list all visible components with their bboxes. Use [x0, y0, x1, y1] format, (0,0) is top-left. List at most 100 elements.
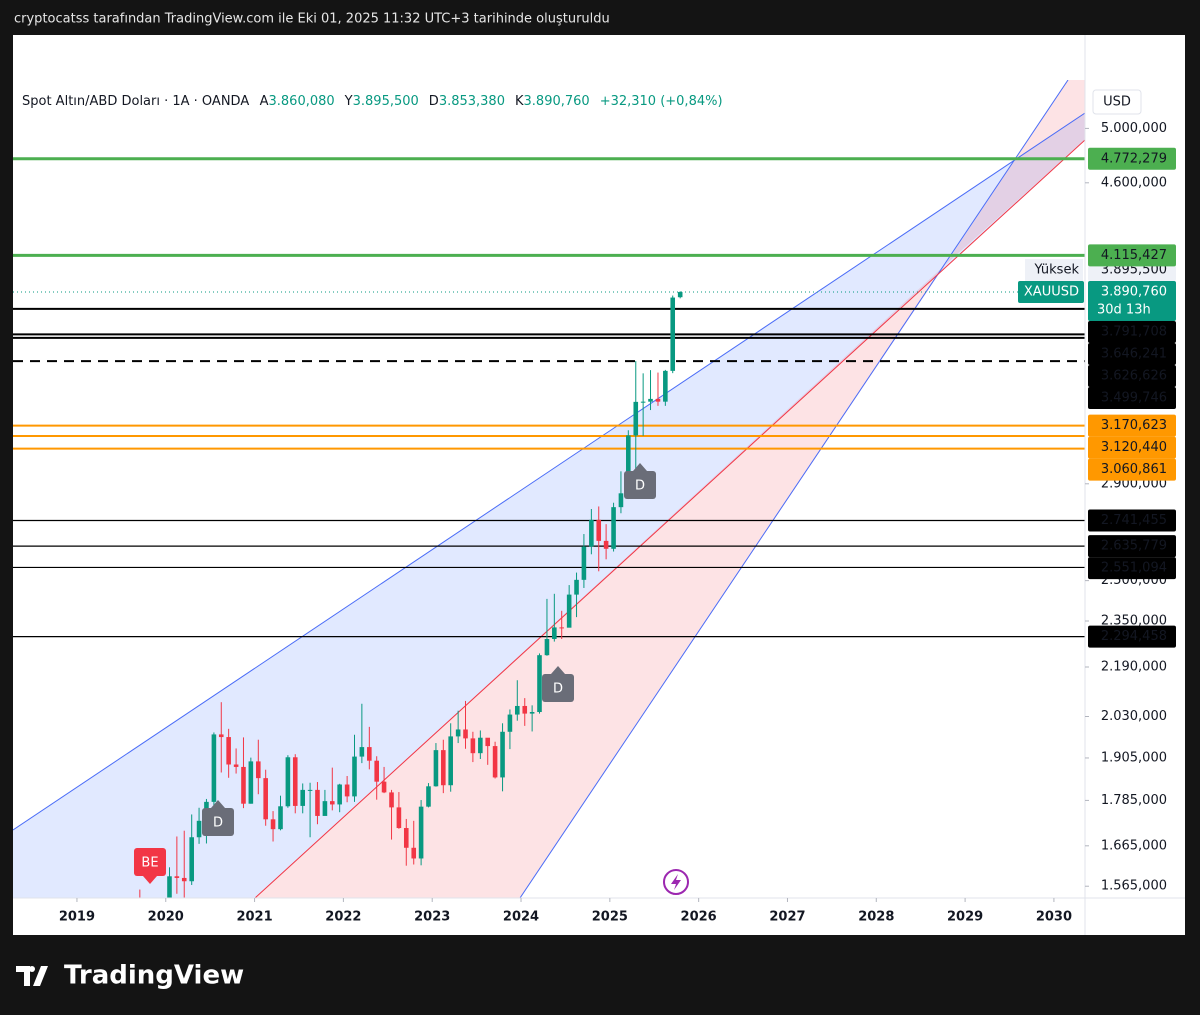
candle-body — [618, 493, 624, 508]
candle-body — [167, 876, 172, 898]
candle-body — [574, 579, 579, 595]
price-line-label-box — [1088, 625, 1176, 648]
candle-body — [256, 761, 261, 779]
candle-body — [640, 401, 646, 403]
candle-body — [514, 705, 520, 715]
candle-body — [537, 655, 542, 713]
candle-body — [566, 594, 572, 628]
price-line-label: 2.294,458 — [1101, 629, 1167, 644]
legend-text: 3.895,500 — [353, 94, 419, 109]
y-tick-label: 5.000,000 — [1101, 121, 1167, 136]
price-line-label: 4.115,427 — [1101, 248, 1167, 263]
candle-body — [359, 747, 365, 757]
price-line-label-box — [1088, 509, 1176, 532]
candle-body — [403, 828, 409, 848]
price-line-label: 3.120,440 — [1101, 440, 1167, 455]
price-line-label-box — [1088, 387, 1176, 410]
candle-body — [663, 370, 668, 402]
high-tag: Yüksek — [1033, 263, 1079, 278]
candle-body — [492, 746, 498, 778]
candle-body — [174, 876, 180, 878]
candle-body — [278, 806, 283, 830]
candle-body — [381, 781, 387, 793]
price-line-label: 2.741,455 — [1101, 513, 1167, 528]
channel-fill — [945, 80, 1085, 265]
price-line-label-box — [1088, 365, 1176, 388]
price-line-label: 3.060,861 — [1101, 462, 1167, 477]
y-tick-label: 1.905,000 — [1101, 750, 1167, 765]
candle-body — [485, 737, 491, 747]
candle-body — [470, 738, 476, 754]
candle-body — [352, 756, 357, 797]
price-line-label-box — [1088, 557, 1176, 580]
x-tick-label: 2020 — [148, 910, 184, 925]
price-line-label-box — [1088, 321, 1176, 344]
candle-body — [507, 714, 513, 732]
candle-body — [300, 789, 306, 806]
candle-body — [233, 764, 239, 767]
x-tick-label: 2027 — [769, 910, 805, 925]
candle-body — [322, 801, 328, 816]
candle-body — [344, 784, 350, 797]
x-tick-label: 2023 — [414, 910, 450, 925]
event-label: BE — [141, 856, 158, 871]
event-pointer — [143, 876, 157, 884]
price-line-label: 4.772,279 — [1101, 151, 1167, 166]
price-line-label-box — [1088, 244, 1176, 267]
price-line-label: 3.646,241 — [1101, 347, 1167, 362]
header: cryptocatss tarafından TradingView.com i… — [14, 12, 610, 27]
symbol-tag: XAUUSD — [1024, 285, 1079, 300]
legend-text: Spot Altın/ABD Doları · 1A · OANDA — [22, 94, 250, 109]
candle-body — [500, 731, 505, 778]
y-tick-label: 1.565,000 — [1101, 879, 1167, 894]
event-pointer — [551, 666, 565, 674]
x-tick-label: 2019 — [59, 910, 95, 925]
chart-panel — [13, 35, 1185, 935]
last-price-box — [1088, 281, 1176, 322]
event-label: D — [553, 682, 563, 697]
news-icon-bolt — [671, 874, 681, 890]
event-label: D — [635, 479, 645, 494]
candle-body — [670, 297, 676, 371]
trend-line — [254, 139, 1085, 898]
candle-body — [581, 546, 587, 580]
candle-body — [463, 729, 468, 739]
plot-area — [13, 80, 1085, 898]
y-tick-label: 2.190,000 — [1101, 659, 1167, 674]
candle-body — [603, 540, 609, 549]
x-tick-label: 2029 — [947, 910, 983, 925]
candle-body — [633, 401, 639, 436]
price-line-label-box — [1088, 414, 1176, 437]
candle-body — [315, 789, 320, 816]
x-tick-label: 2022 — [325, 910, 361, 925]
trend-line — [519, 80, 1069, 898]
countdown: 30d 13h — [1097, 303, 1151, 318]
candle-body — [211, 734, 217, 802]
candle-body — [226, 737, 231, 765]
price-line-label: 3.499,746 — [1101, 391, 1167, 406]
candle-body — [367, 747, 372, 761]
trend-line — [13, 112, 1085, 831]
x-tick-label: 2028 — [858, 910, 894, 925]
candle-body — [441, 750, 446, 786]
x-tick-label: 2025 — [592, 910, 628, 925]
currency-button[interactable] — [1092, 89, 1142, 115]
x-tick-label: 2026 — [681, 910, 717, 925]
price-line-label-box — [1088, 147, 1176, 170]
high-tag-box — [1025, 259, 1083, 282]
legend-text: A — [260, 94, 269, 109]
candle-body — [677, 292, 683, 298]
candle-body — [648, 398, 653, 402]
event-badge — [624, 471, 656, 499]
x-tick-label: 2030 — [1036, 910, 1072, 925]
y-tick-label: 1.665,000 — [1101, 838, 1167, 853]
event-badge — [542, 674, 574, 702]
candle-body — [455, 729, 461, 737]
candle-body — [292, 757, 298, 806]
candle-body — [522, 705, 528, 714]
candle-body — [418, 806, 424, 859]
candle-body — [626, 435, 631, 494]
candle-body — [448, 736, 453, 786]
logo-mark — [16, 966, 48, 986]
